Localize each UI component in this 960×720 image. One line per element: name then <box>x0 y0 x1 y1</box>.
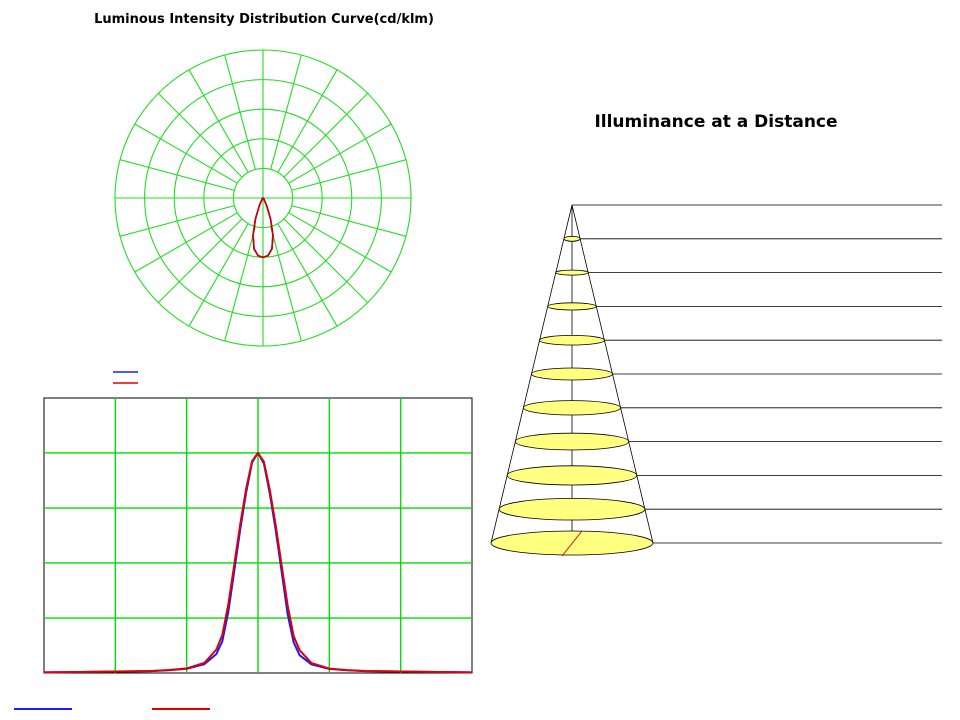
cone-ellipse <box>547 302 597 311</box>
polar-curve-c90-c270 <box>252 197 274 259</box>
polar-spoke <box>283 92 369 178</box>
polar-spoke <box>134 123 238 184</box>
series-line-c90-c270 <box>43 451 473 674</box>
polar-spoke <box>157 92 243 178</box>
cone-ellipse <box>498 498 646 521</box>
polar-spoke <box>277 69 338 173</box>
polar-spoke <box>134 212 238 273</box>
polar-spoke <box>119 205 235 237</box>
polar-spoke <box>288 212 392 273</box>
polar-chart <box>113 49 412 384</box>
cone-ellipse <box>514 432 630 451</box>
polar-spoke <box>119 159 235 191</box>
polar-spoke <box>157 218 243 304</box>
polar-spoke <box>188 69 249 173</box>
polar-spoke <box>283 218 369 304</box>
cone-ellipse <box>563 235 581 242</box>
polar-spoke <box>277 223 338 327</box>
polar-spoke <box>224 226 256 342</box>
cone-ellipse <box>523 400 621 416</box>
polar-spoke <box>270 226 302 342</box>
polar-spoke <box>270 54 302 170</box>
cone-ellipse <box>555 269 589 276</box>
polar-spoke <box>188 223 249 327</box>
polar-spoke <box>224 54 256 170</box>
cone-ellipse <box>531 367 613 381</box>
polar-chart-title: Luminous Intensity Distribution Curve(cd… <box>94 12 434 27</box>
cone-ellipse <box>539 334 605 346</box>
illuminance-cone-chart <box>490 204 942 557</box>
polar-spoke <box>291 205 407 237</box>
cone-ellipse <box>506 465 638 486</box>
polar-spoke <box>291 159 407 191</box>
illuminance-title: Illuminance at a Distance <box>594 112 838 132</box>
polar-spoke <box>288 123 392 184</box>
dv-indicator <box>561 530 583 557</box>
line-chart <box>14 397 473 710</box>
